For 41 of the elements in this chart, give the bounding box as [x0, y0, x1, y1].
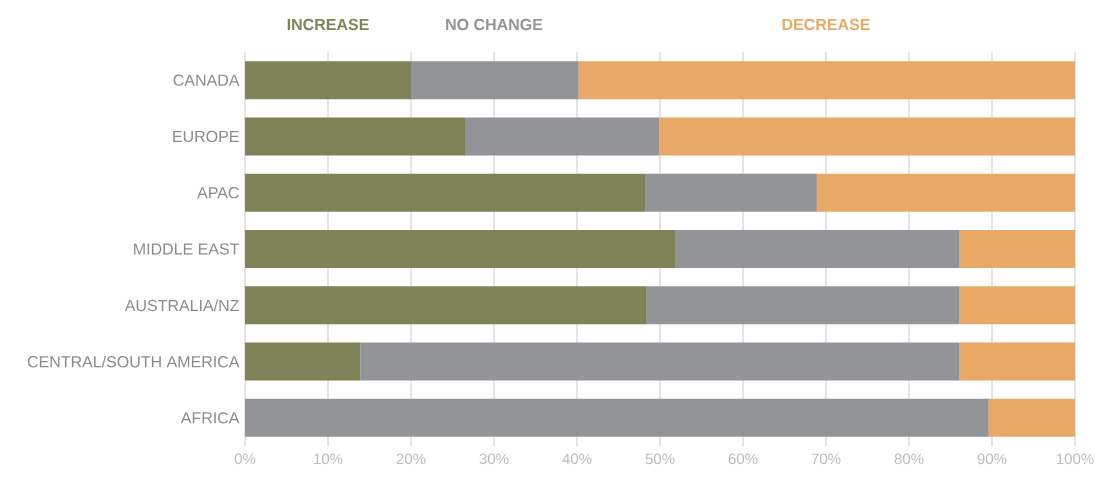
x-tick-label: 100% [1056, 453, 1094, 465]
x-tick-label: 30% [479, 453, 509, 465]
bar [245, 173, 646, 212]
x-tick-label: 40% [562, 453, 592, 465]
x-tick-label: 50% [645, 453, 675, 465]
bar [465, 117, 660, 156]
bar [245, 286, 647, 325]
y-tick-label: CENTRAL/SOUTH AMERICA [27, 355, 240, 368]
x-tick-label: 60% [728, 453, 758, 465]
y-tick-label: AUSTRALIA/NZ [124, 299, 239, 312]
series-label: NO CHANGE [446, 18, 543, 31]
bar [360, 342, 960, 381]
bar [816, 173, 1075, 212]
y-tick-label: CANADA [173, 74, 240, 86]
bar [245, 398, 989, 437]
x-tick-label: 90% [977, 453, 1007, 465]
bar [675, 229, 960, 268]
bar [646, 286, 960, 325]
bar [578, 61, 1075, 100]
x-tick-label: 70% [811, 453, 841, 465]
y-tick-label: AFRICA [180, 412, 240, 424]
bar [245, 117, 466, 156]
series-label: INCREASE [287, 18, 369, 31]
bar [988, 398, 1075, 437]
x-tick-label: 0% [234, 453, 256, 465]
bar [959, 342, 1075, 381]
y-tick-label: APAC [197, 187, 239, 199]
bar [245, 229, 676, 268]
bar [959, 286, 1075, 325]
bar [645, 173, 817, 212]
bar [245, 342, 361, 381]
series-label: DECREASE [782, 18, 870, 31]
bar [659, 117, 1075, 156]
x-tick-label: 80% [894, 453, 924, 465]
x-tick-label: 20% [396, 453, 426, 465]
y-tick-label: MIDDLE EAST [134, 243, 240, 255]
y-tick-label: EUROPE [173, 130, 239, 143]
bar [245, 61, 411, 100]
bar [959, 229, 1075, 268]
x-tick-label: 10% [314, 453, 343, 465]
bar [411, 61, 579, 100]
